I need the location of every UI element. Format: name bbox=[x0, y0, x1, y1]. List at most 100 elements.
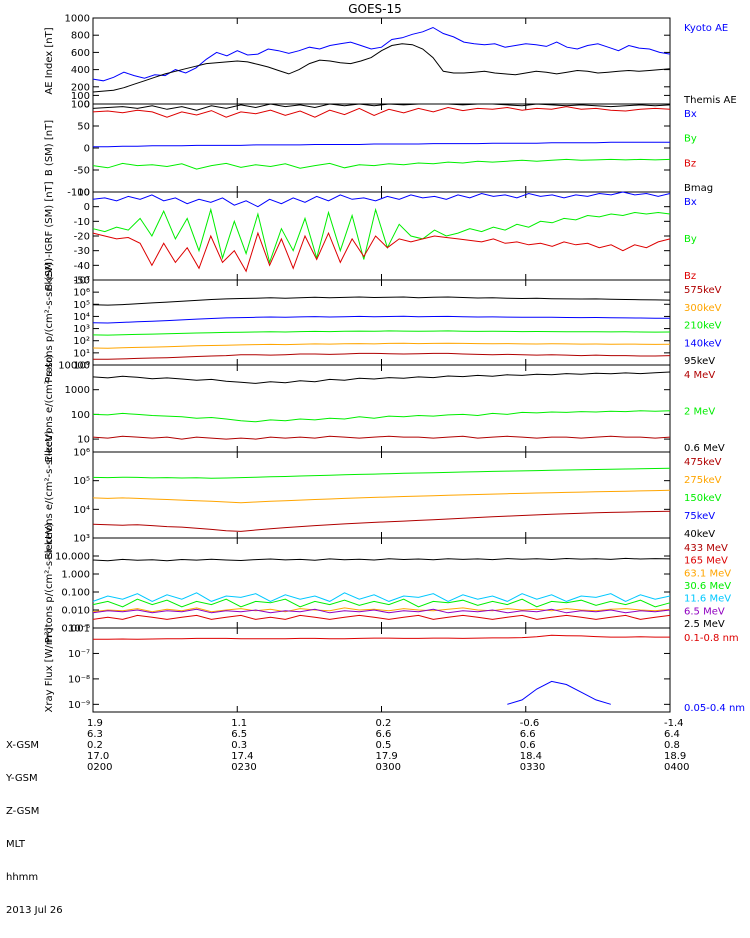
legend-label: 30.6 MeV bbox=[684, 581, 731, 592]
y-tick-label: 50 bbox=[77, 122, 90, 133]
annotation-value: 1.1 bbox=[231, 718, 248, 729]
legend-label: 0.1-0.8 nm bbox=[684, 633, 739, 644]
annotation-value: 0.8 bbox=[664, 740, 680, 751]
series-line-63-1-mev bbox=[92, 607, 671, 613]
annotation-value: 17.9 bbox=[375, 751, 398, 762]
y-tick-label: 0.010 bbox=[61, 606, 90, 617]
y-tick-label: -50 bbox=[74, 166, 90, 177]
y-tick-label: 0.001 bbox=[61, 624, 90, 635]
y-tick-label: 10⁴ bbox=[73, 312, 90, 323]
row-label-mlt: MLT bbox=[6, 839, 25, 850]
legend-label: 6.5 MeV bbox=[684, 606, 725, 617]
figure-title: GOES-15 bbox=[348, 2, 402, 16]
legend-label: 11.6 MeV bbox=[684, 594, 731, 605]
panel-frame bbox=[92, 103, 671, 193]
annotation-column: 1.9 6.3 0.2 17.0 0200 bbox=[87, 718, 112, 773]
goes-15-figure: GOES-15 0 100 200 400 600 800 1000 AE Index [nT… bbox=[6, 2, 745, 916]
annotation-value: 17.0 bbox=[87, 751, 110, 762]
series-line-bmag bbox=[92, 103, 671, 111]
y-tick-label: -100 bbox=[67, 188, 90, 199]
legend-label: 0.05-0.4 nm bbox=[684, 703, 745, 714]
panel-frame bbox=[92, 17, 671, 105]
y-tick-label: 10⁶ bbox=[73, 448, 90, 459]
annotation-column: -0.6 6.6 0.6 18.4 0330 bbox=[520, 718, 545, 773]
series-line-210kev bbox=[92, 330, 671, 336]
series-line-bz bbox=[92, 231, 671, 273]
legend-label: 475keV bbox=[684, 457, 722, 468]
y-tick-label: -20 bbox=[74, 232, 90, 243]
legend-label: 575keV bbox=[684, 285, 722, 296]
y-tick-label: 10 bbox=[77, 188, 90, 199]
legend-label: 95keV bbox=[684, 356, 715, 367]
annotation-value: 0330 bbox=[519, 762, 546, 773]
annotation-value: 1.9 bbox=[87, 718, 103, 729]
legend-label: By bbox=[684, 134, 697, 145]
y-axis-label: Electrons e/(cm²-s-sr-keV) bbox=[44, 430, 55, 559]
row-label-hhmm: hhmm bbox=[6, 872, 39, 883]
y-tick-label: 100 bbox=[71, 100, 90, 111]
panel-frame bbox=[92, 191, 671, 281]
y-tick-label: 10⁴ bbox=[73, 505, 90, 516]
series-line-4-mev bbox=[92, 435, 671, 440]
legend-label: Bmag bbox=[684, 183, 713, 194]
panel-6: 10³ 10⁴ 10⁵ 10⁶ Electrons e/(cm²-s-sr-keV) 47… bbox=[44, 430, 722, 559]
y-tick-label: 10⁵ bbox=[73, 300, 90, 311]
row-label-y-gsm: Y-GSM bbox=[6, 773, 38, 784]
series-line-6-5-mev bbox=[92, 608, 671, 614]
series-line-0-6-mev bbox=[92, 371, 671, 384]
annotation-value: 0.2 bbox=[87, 740, 103, 751]
panel-frame bbox=[92, 627, 671, 713]
legend-label: Kyoto AE bbox=[684, 23, 728, 34]
panel-2: -100 -50 0 50 100 B (SM) [nT] Bx By Bz Bmag bbox=[44, 100, 713, 199]
annotation-column: -1.4 6.4 0.8 18.9 0400 bbox=[664, 718, 689, 773]
y-tick-label: 10⁵ bbox=[73, 476, 90, 487]
annotation-value: 18.9 bbox=[664, 751, 687, 762]
y-tick-label: 10⁷ bbox=[73, 276, 90, 287]
annotation-value: 0230 bbox=[231, 762, 257, 773]
y-tick-label: 10⁻⁶ bbox=[68, 624, 90, 635]
annotation-value: -1.4 bbox=[664, 718, 684, 729]
y-tick-label: 10² bbox=[73, 336, 90, 347]
annotation-value: 0.2 bbox=[375, 718, 392, 729]
y-tick-label: 1.000 bbox=[61, 570, 90, 581]
series-line-30-6-mev bbox=[92, 598, 671, 608]
y-tick-label: -50 bbox=[74, 276, 90, 287]
legend-label: Bx bbox=[684, 109, 697, 120]
legend-label: Bz bbox=[684, 158, 696, 169]
legend-label: 140keV bbox=[684, 338, 722, 349]
legend-label: 75keV bbox=[684, 511, 715, 522]
y-tick-label: 100 bbox=[71, 91, 90, 102]
legend-label: 2 MeV bbox=[684, 407, 715, 418]
series-line-by bbox=[92, 158, 671, 170]
date-label: 2013 Jul 26 bbox=[6, 905, 63, 916]
y-tick-label: 10⁻⁹ bbox=[68, 700, 90, 711]
series-line-bx bbox=[93, 141, 670, 148]
series-line-140kev bbox=[92, 315, 671, 324]
legend-label: 275keV bbox=[684, 475, 722, 486]
y-axis-label: AE Index [nT] bbox=[44, 27, 55, 94]
y-tick-label: 10.000 bbox=[55, 552, 90, 563]
annotation-value: 6.6 bbox=[519, 729, 536, 740]
y-axis-label: Protons p/(cm²-s-sr-keV) bbox=[44, 262, 55, 383]
series-line-bx bbox=[92, 191, 671, 208]
y-tick-label: 10000 bbox=[58, 361, 90, 372]
series-line-by bbox=[92, 207, 671, 265]
annotation-column: 0.2 6.6 0.5 17.9 0300 bbox=[376, 718, 401, 773]
y-axis-label: B (SM) [nT] bbox=[44, 120, 55, 176]
annotation-value: 0300 bbox=[375, 762, 401, 773]
legend-label: 300keV bbox=[684, 303, 722, 314]
y-tick-label: 100 bbox=[71, 410, 90, 421]
y-tick-label: -30 bbox=[74, 246, 90, 257]
y-tick-label: 10³ bbox=[73, 324, 90, 335]
y-tick-label: -40 bbox=[74, 261, 90, 272]
y-tick-label: -10 bbox=[74, 217, 90, 228]
annotation-value: -0.6 bbox=[519, 718, 540, 729]
y-axis-label: Electrons e/(cm²-s-sr) bbox=[44, 355, 55, 463]
annotation-value: 6.6 bbox=[375, 729, 392, 740]
y-tick-label: 0 bbox=[84, 100, 90, 111]
annotation-value: 0.6 bbox=[519, 740, 536, 751]
